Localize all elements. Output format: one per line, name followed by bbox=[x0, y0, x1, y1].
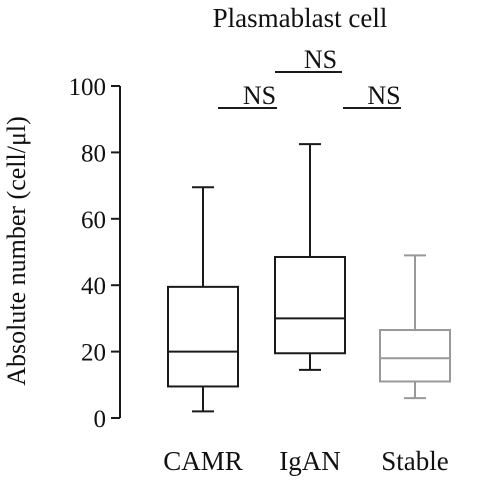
significance-label: NS bbox=[243, 81, 276, 110]
x-category-label: Stable bbox=[381, 446, 449, 476]
y-axis-ticks: 0 20 40 60 80 100 bbox=[69, 74, 120, 433]
y-tick-label: 0 bbox=[94, 406, 107, 433]
significance-brackets: NS NS NS bbox=[218, 45, 401, 110]
x-category-label: CAMR bbox=[163, 446, 243, 476]
iqr-box bbox=[379, 329, 451, 383]
x-axis-labels: CAMR IgAN Stable bbox=[163, 446, 449, 476]
y-tick-label: 100 bbox=[69, 74, 107, 101]
significance-label: NS bbox=[367, 81, 400, 110]
y-tick-label: 80 bbox=[81, 140, 106, 167]
box-camr bbox=[167, 186, 239, 413]
box-stable bbox=[379, 254, 451, 400]
significance-label: NS bbox=[304, 45, 337, 74]
iqr-box bbox=[167, 285, 239, 388]
y-tick-label: 40 bbox=[81, 273, 106, 300]
box-group bbox=[167, 143, 451, 413]
y-tick-label: 60 bbox=[81, 207, 106, 234]
box-igan bbox=[274, 143, 346, 371]
iqr-box bbox=[274, 255, 346, 355]
y-axis-label: Absolute number (cell/μl) bbox=[2, 116, 31, 386]
y-tick-label: 20 bbox=[81, 340, 106, 367]
chart-title: Plasmablast cell bbox=[213, 3, 388, 33]
x-category-label: IgAN bbox=[279, 446, 341, 476]
